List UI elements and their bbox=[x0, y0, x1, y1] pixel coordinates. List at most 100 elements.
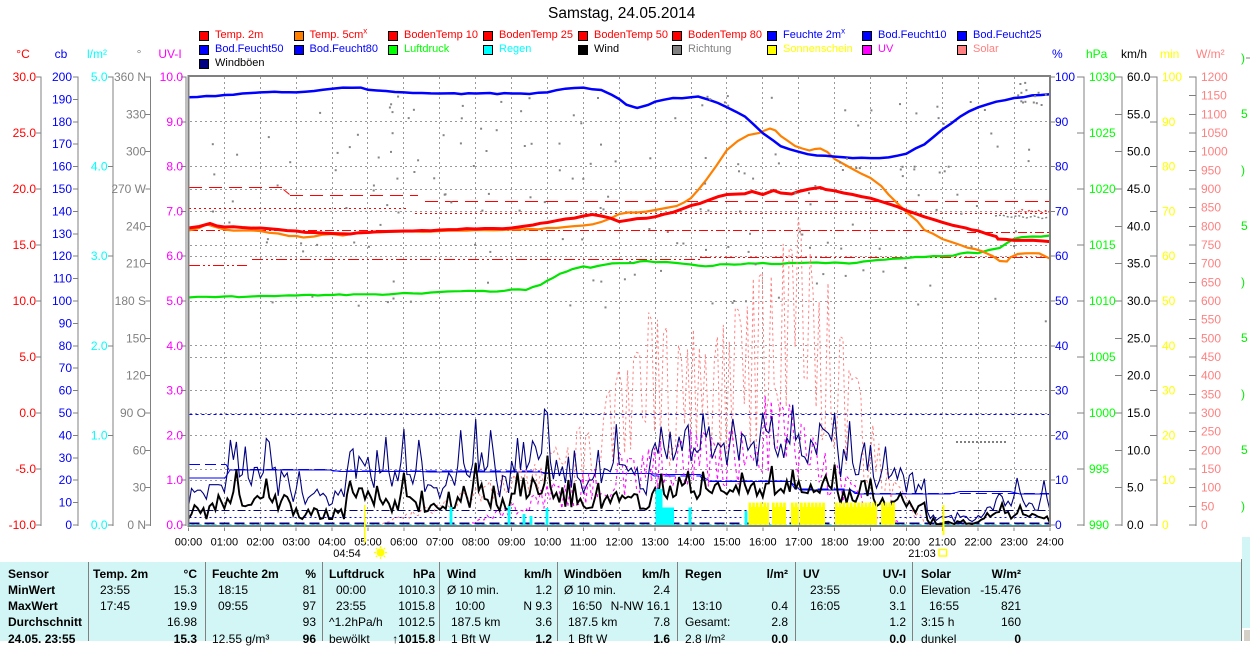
svg-text:25.0: 25.0 bbox=[13, 126, 37, 140]
svg-text:100: 100 bbox=[1162, 70, 1182, 84]
svg-text:20: 20 bbox=[59, 473, 73, 487]
svg-text:15.0: 15.0 bbox=[1127, 406, 1151, 420]
svg-text:21:03: 21:03 bbox=[908, 548, 936, 560]
svg-text:14:00: 14:00 bbox=[677, 537, 705, 549]
svg-text:270 W: 270 W bbox=[111, 182, 146, 196]
svg-text:30.0: 30.0 bbox=[13, 70, 37, 84]
svg-text:40: 40 bbox=[1162, 339, 1176, 353]
svg-text:5: 5 bbox=[1241, 107, 1248, 121]
svg-text:1.0: 1.0 bbox=[91, 428, 108, 442]
svg-text:1200: 1200 bbox=[1201, 70, 1228, 84]
svg-text:50: 50 bbox=[1055, 294, 1069, 308]
svg-text:90 O: 90 O bbox=[120, 406, 146, 420]
svg-text:1020: 1020 bbox=[1089, 182, 1116, 196]
svg-text:70: 70 bbox=[59, 361, 73, 375]
svg-text:0: 0 bbox=[1162, 518, 1169, 532]
svg-text:30: 30 bbox=[1162, 384, 1176, 398]
svg-text:190: 190 bbox=[52, 92, 72, 106]
svg-text:100: 100 bbox=[1055, 70, 1075, 84]
svg-text:17:00: 17:00 bbox=[785, 537, 813, 549]
svg-text:45.0: 45.0 bbox=[1127, 182, 1151, 196]
svg-text:2.0: 2.0 bbox=[166, 428, 183, 442]
svg-text:05:00: 05:00 bbox=[354, 537, 382, 549]
svg-text:140: 140 bbox=[52, 204, 72, 218]
svg-text:40.0: 40.0 bbox=[1127, 219, 1151, 233]
svg-text:1015: 1015 bbox=[1089, 238, 1116, 252]
svg-text:00:00: 00:00 bbox=[175, 537, 203, 549]
svg-text:l/m²: l/m² bbox=[87, 47, 107, 61]
svg-text:5: 5 bbox=[1241, 219, 1248, 233]
svg-text:10: 10 bbox=[59, 496, 73, 510]
svg-text:150: 150 bbox=[126, 331, 146, 345]
svg-text:700: 700 bbox=[1201, 257, 1221, 271]
svg-text:650: 650 bbox=[1201, 275, 1221, 289]
svg-text:50: 50 bbox=[59, 406, 73, 420]
svg-text:60.0: 60.0 bbox=[1127, 70, 1151, 84]
svg-text:750: 750 bbox=[1201, 238, 1221, 252]
svg-text:06:00: 06:00 bbox=[390, 537, 418, 549]
svg-text:120: 120 bbox=[52, 249, 72, 263]
svg-text:200: 200 bbox=[1201, 443, 1221, 457]
svg-text:500: 500 bbox=[1201, 331, 1221, 345]
svg-text:90: 90 bbox=[1162, 115, 1176, 129]
svg-text:1000: 1000 bbox=[1201, 145, 1228, 159]
svg-text:20: 20 bbox=[1055, 428, 1069, 442]
svg-text:°C: °C bbox=[16, 47, 30, 61]
svg-text:60: 60 bbox=[1162, 249, 1176, 263]
svg-text:90: 90 bbox=[1055, 115, 1069, 129]
svg-text:20: 20 bbox=[1162, 428, 1176, 442]
svg-text:1025: 1025 bbox=[1089, 126, 1116, 140]
svg-text:10.0: 10.0 bbox=[160, 70, 184, 84]
svg-text:70: 70 bbox=[1055, 204, 1069, 218]
svg-text:35.0: 35.0 bbox=[1127, 257, 1151, 271]
svg-text:100: 100 bbox=[52, 294, 72, 308]
svg-text:-5.0: -5.0 bbox=[15, 462, 36, 476]
svg-text:120: 120 bbox=[126, 369, 146, 383]
svg-text:2.0: 2.0 bbox=[91, 339, 108, 353]
svg-text:7.0: 7.0 bbox=[166, 204, 183, 218]
svg-text:3.0: 3.0 bbox=[166, 384, 183, 398]
svg-text:13:00: 13:00 bbox=[641, 537, 669, 549]
svg-text:80: 80 bbox=[59, 339, 73, 353]
svg-text:0: 0 bbox=[1055, 518, 1062, 532]
svg-text:04:54: 04:54 bbox=[333, 548, 361, 560]
svg-text:950: 950 bbox=[1201, 163, 1221, 177]
svg-text:20.0: 20.0 bbox=[13, 182, 37, 196]
svg-text:): ) bbox=[1241, 499, 1245, 513]
svg-text:1010: 1010 bbox=[1089, 294, 1116, 308]
svg-text:-10.0: -10.0 bbox=[9, 518, 37, 532]
svg-text:20.0: 20.0 bbox=[1127, 369, 1151, 383]
svg-text:70: 70 bbox=[1162, 204, 1176, 218]
svg-text:200: 200 bbox=[52, 70, 72, 84]
svg-text:W/m²: W/m² bbox=[1196, 47, 1225, 61]
svg-text:12:00: 12:00 bbox=[605, 537, 633, 549]
svg-text:50.0: 50.0 bbox=[1127, 145, 1151, 159]
svg-text:1005: 1005 bbox=[1089, 350, 1116, 364]
svg-text:km/h: km/h bbox=[1121, 47, 1147, 61]
svg-text:110: 110 bbox=[53, 272, 72, 286]
svg-text:100: 100 bbox=[1201, 481, 1221, 495]
svg-text:30.0: 30.0 bbox=[1127, 294, 1151, 308]
svg-text:10:00: 10:00 bbox=[534, 537, 562, 549]
svg-text:03:00: 03:00 bbox=[282, 537, 310, 549]
svg-text:180: 180 bbox=[52, 115, 72, 129]
svg-text:600: 600 bbox=[1201, 294, 1221, 308]
svg-text:0.0: 0.0 bbox=[19, 406, 36, 420]
svg-text:550: 550 bbox=[1201, 313, 1221, 327]
svg-text:80: 80 bbox=[1162, 160, 1176, 174]
svg-text:10.0: 10.0 bbox=[1127, 443, 1151, 457]
svg-text:0 N: 0 N bbox=[127, 518, 146, 532]
svg-text:15.0: 15.0 bbox=[13, 238, 37, 252]
svg-text:900: 900 bbox=[1201, 182, 1221, 196]
svg-text:): ) bbox=[1241, 387, 1245, 401]
svg-text:330: 330 bbox=[126, 107, 146, 121]
svg-text:23:00: 23:00 bbox=[1000, 537, 1028, 549]
svg-text:): ) bbox=[1241, 275, 1245, 289]
svg-text:02:00: 02:00 bbox=[247, 537, 275, 549]
svg-text:360 N: 360 N bbox=[114, 70, 146, 84]
svg-text:07:00: 07:00 bbox=[426, 537, 454, 549]
svg-text:990: 990 bbox=[1089, 518, 1109, 532]
svg-text:5.0: 5.0 bbox=[19, 350, 36, 364]
svg-text:20:00: 20:00 bbox=[893, 537, 921, 549]
svg-text:40: 40 bbox=[1055, 339, 1069, 353]
